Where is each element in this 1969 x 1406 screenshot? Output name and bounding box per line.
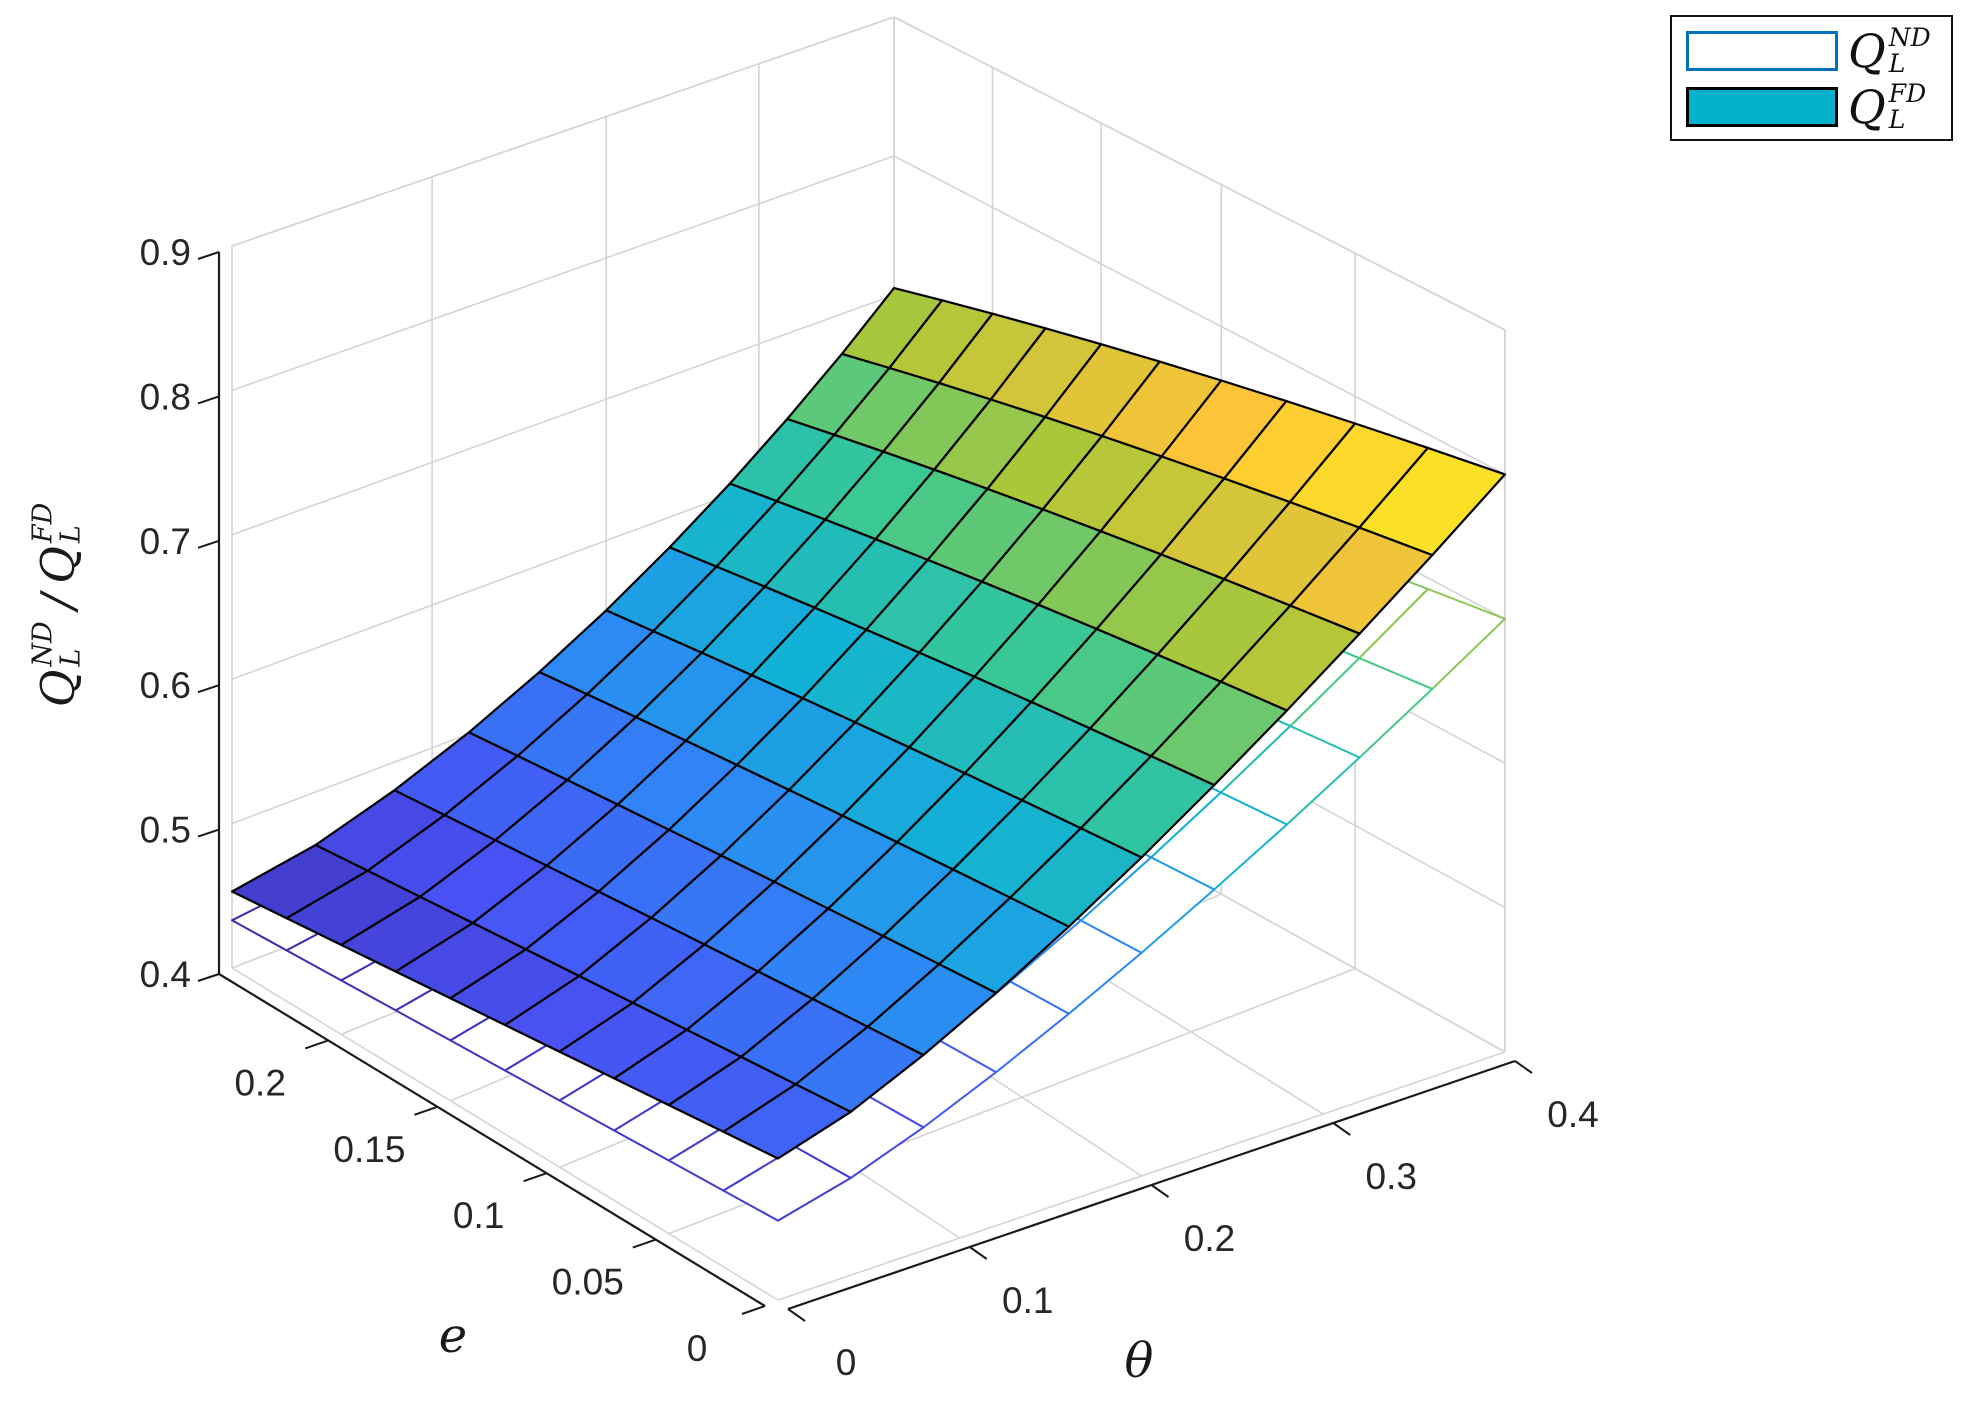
legend-nd-base: Q (1848, 24, 1886, 78)
box-edge-top-left (231, 16, 895, 247)
zlabel-den-sub: L (56, 525, 87, 544)
facet-fd (722, 1083, 852, 1160)
grid-line (231, 294, 895, 536)
e-tick (414, 1105, 438, 1116)
e-axis-line (218, 973, 766, 1307)
e-tick-label: 0.05 (552, 1262, 624, 1303)
zlabel-den-scripts: FD L (27, 502, 87, 544)
z-tick (197, 828, 220, 838)
zlabel-num-sup: ND (27, 621, 59, 667)
legend-nd-sub: L (1888, 49, 1906, 78)
legend-swatch-nd (1686, 31, 1838, 71)
e-tick (304, 1039, 329, 1050)
theta-tick (969, 1246, 988, 1260)
legend-nd-sup: ND (1888, 22, 1931, 52)
theta-tick (1150, 1184, 1170, 1198)
z-tick-label: 0.6 (140, 665, 191, 706)
zlabel-num-scripts: ND L (27, 621, 87, 667)
theta-tick (1514, 1060, 1533, 1074)
theta-tick-label: 0.2 (1184, 1218, 1235, 1259)
e-tick-label: 0.2 (234, 1062, 285, 1103)
z-tick (197, 395, 220, 405)
z-tick-label: 0.9 (140, 232, 191, 273)
z-tick-label: 0.8 (140, 376, 191, 417)
theta-tick (787, 1308, 806, 1322)
legend-label-nd: Q ND L (1848, 24, 1931, 78)
z-tick (197, 251, 220, 260)
legend: Q ND L Q FD L (1670, 15, 1953, 141)
z-tick-label: 0.4 (140, 954, 191, 995)
theta-tick-label: 0.4 (1547, 1094, 1598, 1135)
theta-tick (1332, 1122, 1351, 1136)
e-tick (523, 1172, 547, 1183)
zlabel-numerator: Q ND L (27, 621, 87, 708)
legend-fd-base: Q (1848, 80, 1886, 134)
legend-item-fd: Q FD L (1672, 79, 1951, 135)
zlabel-num-sub: L (56, 648, 87, 667)
zlabel-den-sup: FD (27, 502, 59, 544)
z-axis-label: Q ND L / Q FD L (27, 502, 87, 708)
legend-nd-scripts: ND L (1888, 22, 1931, 78)
theta-tick-label: 0.1 (1002, 1280, 1053, 1321)
e-axis-name: e (439, 1308, 467, 1364)
surfaces (230, 287, 1507, 1222)
grid-line (231, 967, 779, 1301)
legend-item-nd: Q ND L (1672, 23, 1951, 79)
grid-line (893, 155, 1506, 476)
z-tick (197, 973, 220, 982)
z-tick-label: 0.7 (140, 521, 191, 562)
z-tick (197, 539, 220, 549)
box-edge-top-right (893, 16, 1506, 331)
legend-fd-scripts: FD L (1888, 78, 1927, 134)
zlabel-den-base: Q (31, 546, 85, 584)
legend-swatch-fd (1686, 87, 1838, 127)
e-tick (632, 1238, 657, 1249)
zlabel-slash: / (31, 593, 85, 610)
theta-tick-label: 0 (836, 1342, 857, 1383)
z-tick-label: 0.5 (140, 810, 191, 851)
z-tick (197, 684, 220, 694)
grid-line (231, 155, 895, 392)
zlabel-num-base: Q (31, 669, 85, 708)
legend-fd-sub: L (1888, 105, 1906, 134)
zlabel-denominator: Q FD L (27, 502, 87, 584)
grid-line (777, 1051, 1506, 1301)
axes: 0 0.1 0.2 0.3 0.4 0 0.05 0.1 0.15 0.2 0.4 0.5 0.6 0.7… (140, 232, 1599, 1389)
e-tick-label: 0.1 (453, 1195, 504, 1236)
legend-fd-sup: FD (1888, 78, 1927, 108)
theta-tick-label: 0.3 (1366, 1156, 1417, 1197)
e-tick-label: 0 (687, 1328, 708, 1369)
e-tick (741, 1305, 766, 1315)
theta-axis-name: θ (1125, 1333, 1154, 1389)
legend-label-fd: Q FD L (1848, 80, 1926, 134)
e-tick-label: 0.15 (333, 1129, 405, 1170)
